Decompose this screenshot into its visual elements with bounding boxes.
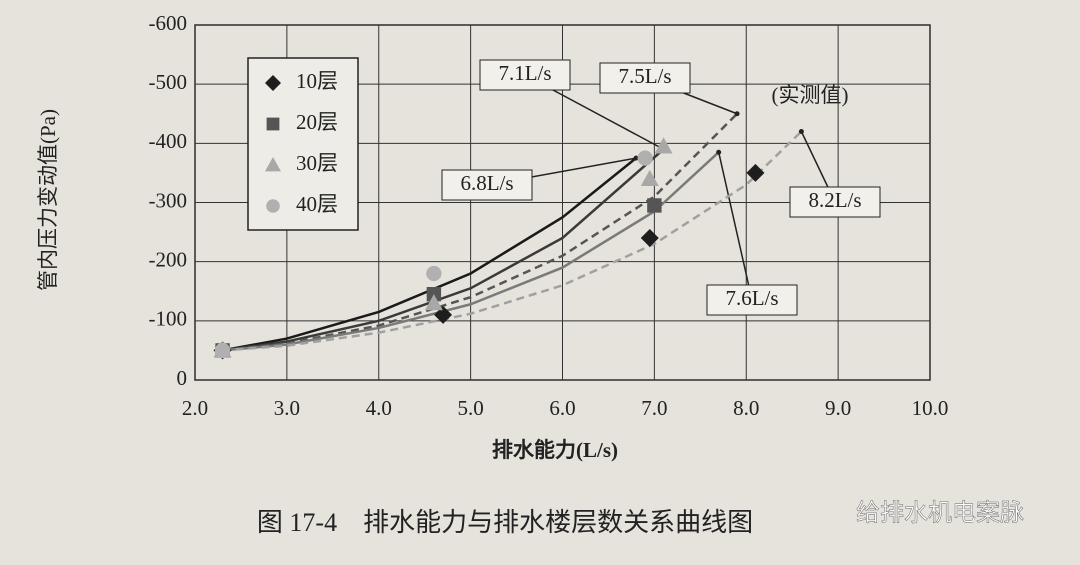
x-tick-label: 10.0 [912,396,949,420]
callout-arrow-head [798,129,804,134]
data-point [640,169,659,187]
data-point [214,342,231,359]
x-tick-label: 4.0 [366,396,392,420]
callout-box [789,186,881,218]
callout-arrow [717,152,753,301]
legend-label: 10层 [296,69,338,93]
data-point [654,137,673,154]
y-tick-label: -600 [149,11,188,35]
data-point [434,305,453,324]
y-tick-label: -200 [149,247,188,271]
callout-box [706,284,798,316]
x-tick-label: 8.0 [733,396,759,420]
legend-marker [266,117,280,131]
callout-label: 7.1L/s [498,61,551,85]
data-point [746,163,765,182]
callout-label: 7.6L/s [725,286,778,310]
legend-marker [265,157,281,172]
legend-label: 30层 [296,151,338,175]
legend [247,57,359,231]
legend-label: 40层 [296,192,338,216]
callout-box [479,59,571,91]
y-tick-label: -300 [149,188,188,212]
data-point [647,198,662,213]
curve [222,130,803,352]
curve [222,112,738,352]
x-tick-label: 5.0 [458,396,484,420]
data-point [424,294,443,311]
x-tick-label: 6.0 [549,396,575,420]
watermark: 给排水机电案脉 [856,500,1024,527]
y-tick-label: -400 [149,129,188,153]
legend-marker [266,199,280,213]
curve [222,157,637,352]
callout-arrow-head [716,149,722,155]
x-tick-label: 9.0 [825,396,851,420]
caption: 图 17-4 排水能力与排水楼层数关系曲线图 [257,508,753,537]
x-tick-label: 7.0 [641,396,667,420]
y-axis-title: 管内压力变动值(Pa) [36,109,60,291]
callout-box [441,169,533,201]
callout-label: 7.5L/s [618,64,671,88]
callout-arrow-head [633,155,639,161]
data-point [640,229,659,247]
measured-label: (实测值) [772,83,849,107]
curve [222,148,665,352]
data-point [426,265,442,282]
callout-arrow-head [734,111,740,117]
y-tick-label: 0 [177,366,188,390]
x-axis-title: 排水能力(L/s) [492,438,618,462]
callout-box [599,62,691,94]
x-tick-label: 2.0 [182,396,208,420]
x-tick-label: 3.0 [274,396,300,420]
legend-label: 20层 [296,110,338,134]
data-point [637,150,653,166]
callout-label: 8.2L/s [808,188,861,212]
callout-label: 6.8L/s [460,171,513,195]
legend-marker [265,75,281,91]
y-tick-label: -500 [149,70,188,94]
y-tick-label: -100 [149,307,188,331]
